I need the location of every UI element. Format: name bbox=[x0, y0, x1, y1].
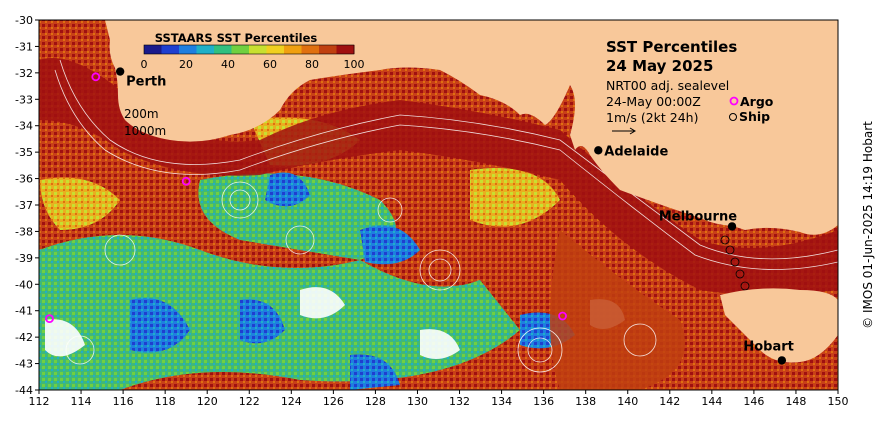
colorbar-title: SSTAARS SST Percentiles bbox=[155, 31, 318, 45]
city-dot-icon bbox=[777, 356, 787, 365]
lat-tick-label: -30 bbox=[15, 14, 33, 27]
lon-tick-label: 150 bbox=[828, 395, 849, 408]
colorbar-cell bbox=[214, 45, 232, 54]
colorbar-cell bbox=[161, 45, 180, 54]
argo-float-icon bbox=[558, 311, 567, 321]
lat-tick-label: -36 bbox=[15, 173, 33, 186]
tasmania bbox=[720, 288, 838, 363]
colorbar-cell bbox=[179, 45, 197, 54]
colorbar-tick-label: 80 bbox=[305, 58, 319, 71]
city-dot-icon bbox=[115, 67, 125, 76]
lon-tick-label: 120 bbox=[197, 395, 218, 408]
depth-label-200: 200m bbox=[124, 107, 159, 121]
colorbar-cell bbox=[231, 45, 250, 54]
colorbar-tick-label: 40 bbox=[221, 58, 235, 71]
colorbar-cell bbox=[336, 45, 355, 54]
lat-tick-label: -35 bbox=[15, 146, 33, 159]
colorbar-cell bbox=[249, 45, 267, 54]
lon-tick-label: 112 bbox=[29, 395, 50, 408]
lon-tick-label: 144 bbox=[701, 395, 722, 408]
city-label: Adelaide bbox=[604, 144, 668, 159]
lon-tick-label: 116 bbox=[113, 395, 134, 408]
lat-tick-label: -39 bbox=[15, 252, 33, 265]
lat-tick-label: -38 bbox=[15, 225, 33, 238]
lon-tick-label: 132 bbox=[449, 395, 470, 408]
lat-tick-label: -40 bbox=[15, 278, 33, 291]
colorbar-cell bbox=[266, 45, 285, 54]
lat-tick-label: -42 bbox=[15, 331, 33, 344]
sealevel-label: NRT00 adj. sealevel bbox=[606, 78, 729, 93]
colorbar-tick-label: 20 bbox=[179, 58, 193, 71]
map-title: SST Percentiles bbox=[606, 38, 737, 56]
info-block: SST Percentiles 24 May 2025 NRT00 adj. s… bbox=[606, 38, 774, 135]
colorbar-cell bbox=[196, 45, 215, 54]
lon-tick-label: 124 bbox=[281, 395, 302, 408]
city-markers: Perth Adelaide Melbourne Hobart bbox=[115, 67, 794, 365]
lat-tick-label: -33 bbox=[15, 93, 33, 106]
depth-label-1000: 1000m bbox=[124, 124, 166, 138]
city-dot-icon bbox=[594, 146, 603, 155]
copyright-text: © IMOS 01-Jun-2025 14:19 Hobart bbox=[861, 121, 875, 329]
obs-date: 24-May 00:00Z bbox=[606, 94, 701, 109]
argo-legend-label: Argo bbox=[740, 94, 774, 109]
colorbar-tick-label: 0 bbox=[141, 58, 148, 71]
lon-tick-label: 130 bbox=[407, 395, 428, 408]
lon-tick-label: 126 bbox=[323, 395, 344, 408]
lat-tick-label: -34 bbox=[15, 120, 33, 133]
city-label: Perth bbox=[126, 75, 166, 90]
lat-tick-label: -37 bbox=[15, 199, 33, 212]
lon-tick-label: 146 bbox=[743, 395, 764, 408]
land bbox=[105, 20, 838, 363]
current-scale: 1m/s (2kt 24h) bbox=[606, 110, 698, 125]
lon-tick-label: 142 bbox=[659, 395, 680, 408]
lon-tick-label: 122 bbox=[239, 395, 260, 408]
colorbar-cell bbox=[319, 45, 337, 54]
lon-tick-label: 136 bbox=[533, 395, 554, 408]
colorbar-cell bbox=[284, 45, 302, 54]
lon-tick-label: 128 bbox=[365, 395, 386, 408]
lon-tick-label: 138 bbox=[575, 395, 596, 408]
colorbar-tick-label: 60 bbox=[263, 58, 277, 71]
argo-float-icon bbox=[181, 176, 191, 186]
colorbar-cell bbox=[301, 45, 320, 54]
map-axes: 112 114 116 118 120 122 124 126 128 130 132 134 136 1… bbox=[15, 14, 848, 408]
depth-labels: 200m 1000m bbox=[124, 107, 166, 138]
lat-tick-label: -32 bbox=[15, 67, 33, 80]
city-label: Melbourne bbox=[659, 209, 737, 224]
lon-tick-label: 134 bbox=[491, 395, 512, 408]
argo-float-icon bbox=[45, 314, 54, 324]
copyright: © IMOS 01-Jun-2025 14:19 Hobart bbox=[861, 121, 875, 329]
colorbar: SSTAARS SST Percentiles 0 20 40 60 80 100 bbox=[141, 31, 365, 71]
argo-float-icon bbox=[91, 72, 101, 82]
lon-tick-label: 140 bbox=[617, 395, 638, 408]
city-dot-icon bbox=[727, 222, 737, 231]
lon-tick-label: 118 bbox=[155, 395, 176, 408]
argo-floats bbox=[45, 72, 567, 324]
ship-legend-label: Ship bbox=[739, 109, 770, 124]
city-label: Hobart bbox=[743, 339, 794, 354]
colorbar-cell bbox=[144, 45, 162, 54]
lat-tick-label: -31 bbox=[15, 40, 33, 53]
lon-tick-label: 148 bbox=[785, 395, 806, 408]
colorbar-tick-label: 100 bbox=[344, 58, 365, 71]
lat-tick-label: -44 bbox=[15, 384, 33, 397]
lat-tick-label: -41 bbox=[15, 305, 33, 318]
map-date: 24 May 2025 bbox=[606, 57, 713, 75]
argo-legend-icon bbox=[729, 96, 739, 106]
lon-tick-label: 114 bbox=[71, 395, 92, 408]
ship-legend-icon bbox=[729, 113, 737, 121]
lat-tick-label: -43 bbox=[15, 358, 33, 371]
